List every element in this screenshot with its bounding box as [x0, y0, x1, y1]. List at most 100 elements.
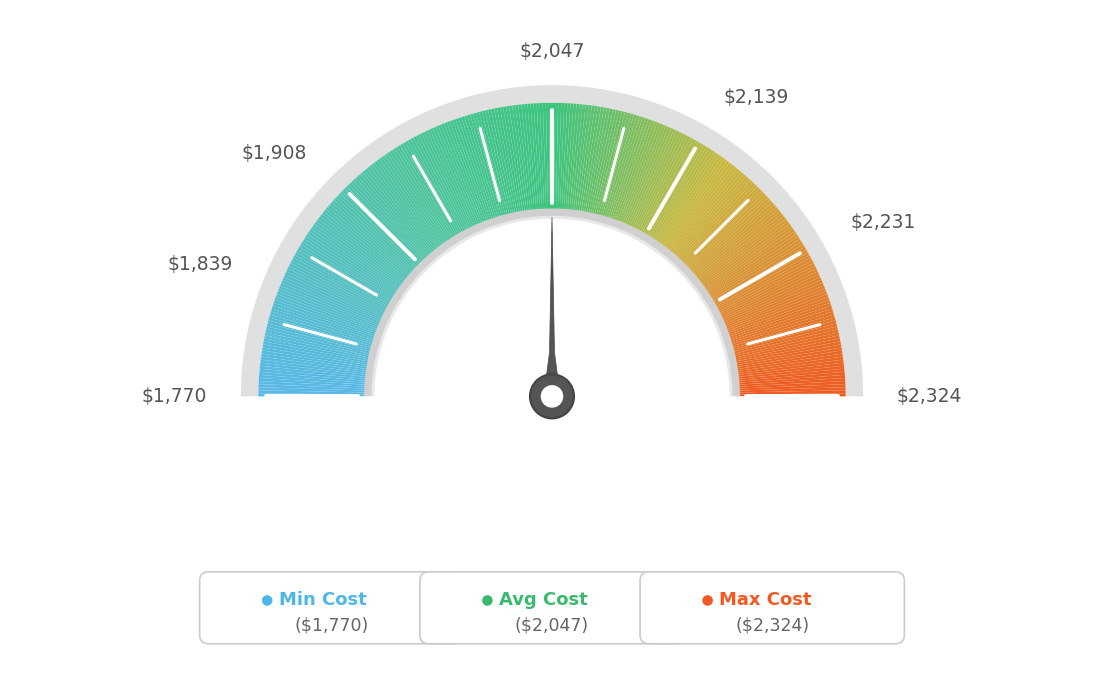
Wedge shape: [689, 202, 774, 277]
Wedge shape: [318, 217, 408, 286]
Wedge shape: [392, 148, 455, 244]
Wedge shape: [497, 108, 520, 217]
Wedge shape: [476, 112, 507, 221]
Text: Min Cost: Min Cost: [279, 591, 367, 609]
Circle shape: [530, 375, 574, 418]
Wedge shape: [416, 135, 469, 235]
Wedge shape: [422, 132, 473, 233]
Wedge shape: [289, 263, 390, 315]
Wedge shape: [571, 104, 586, 215]
Wedge shape: [362, 170, 436, 257]
Wedge shape: [723, 294, 828, 335]
Wedge shape: [715, 268, 818, 319]
Wedge shape: [606, 116, 643, 224]
Wedge shape: [332, 200, 416, 276]
FancyBboxPatch shape: [420, 572, 684, 644]
Circle shape: [262, 595, 273, 606]
Wedge shape: [676, 180, 753, 264]
Wedge shape: [390, 150, 453, 245]
Wedge shape: [620, 124, 666, 228]
Circle shape: [482, 595, 492, 606]
Wedge shape: [733, 363, 845, 377]
Wedge shape: [713, 260, 814, 314]
Wedge shape: [473, 112, 505, 221]
Wedge shape: [612, 119, 651, 225]
Wedge shape: [276, 294, 381, 335]
Wedge shape: [279, 286, 383, 329]
Wedge shape: [567, 104, 580, 215]
Wedge shape: [684, 195, 768, 273]
Wedge shape: [306, 234, 401, 297]
Wedge shape: [605, 115, 640, 223]
Wedge shape: [270, 308, 379, 344]
Wedge shape: [447, 121, 489, 226]
Wedge shape: [429, 128, 478, 231]
Wedge shape: [633, 133, 686, 234]
Wedge shape: [521, 104, 534, 215]
Wedge shape: [656, 155, 722, 248]
Wedge shape: [360, 172, 435, 259]
Wedge shape: [545, 103, 550, 215]
Wedge shape: [258, 381, 370, 388]
Wedge shape: [277, 291, 382, 333]
Wedge shape: [626, 128, 675, 231]
Wedge shape: [592, 110, 619, 219]
Wedge shape: [732, 351, 842, 370]
Polygon shape: [544, 217, 560, 396]
Wedge shape: [506, 106, 526, 217]
Wedge shape: [697, 219, 788, 288]
Wedge shape: [259, 366, 371, 380]
Wedge shape: [708, 244, 805, 304]
Wedge shape: [704, 237, 800, 299]
Wedge shape: [380, 157, 446, 249]
Wedge shape: [266, 326, 375, 355]
Wedge shape: [729, 326, 838, 355]
Wedge shape: [268, 317, 376, 349]
Wedge shape: [302, 239, 399, 300]
Wedge shape: [270, 311, 378, 346]
Wedge shape: [273, 303, 380, 340]
Wedge shape: [259, 368, 371, 381]
Wedge shape: [543, 103, 549, 215]
Wedge shape: [721, 286, 825, 329]
Wedge shape: [734, 381, 846, 388]
Wedge shape: [619, 124, 662, 228]
Wedge shape: [533, 104, 542, 215]
Wedge shape: [411, 137, 466, 237]
Wedge shape: [611, 118, 648, 224]
Wedge shape: [734, 393, 846, 396]
Wedge shape: [716, 271, 819, 321]
Wedge shape: [344, 186, 425, 268]
Wedge shape: [299, 244, 396, 304]
Wedge shape: [732, 357, 843, 373]
Wedge shape: [394, 147, 456, 243]
Wedge shape: [427, 130, 476, 232]
Wedge shape: [456, 118, 493, 224]
Wedge shape: [578, 106, 598, 217]
Wedge shape: [724, 300, 830, 338]
Wedge shape: [333, 197, 418, 275]
Wedge shape: [263, 344, 373, 366]
Wedge shape: [320, 214, 410, 285]
Wedge shape: [470, 114, 503, 221]
Wedge shape: [435, 126, 481, 229]
Wedge shape: [442, 124, 485, 228]
Wedge shape: [323, 209, 412, 282]
Wedge shape: [372, 163, 442, 253]
Wedge shape: [659, 159, 728, 250]
Wedge shape: [645, 144, 704, 241]
Circle shape: [702, 595, 713, 606]
Wedge shape: [326, 207, 413, 280]
Wedge shape: [528, 104, 539, 215]
Wedge shape: [652, 152, 716, 246]
Wedge shape: [301, 241, 397, 302]
Wedge shape: [714, 263, 815, 315]
Wedge shape: [733, 366, 845, 380]
Wedge shape: [284, 274, 386, 322]
Wedge shape: [353, 178, 431, 262]
Wedge shape: [265, 333, 374, 359]
Text: ($2,047): ($2,047): [514, 616, 590, 634]
Wedge shape: [500, 107, 522, 217]
Wedge shape: [531, 104, 541, 215]
Wedge shape: [485, 110, 512, 219]
